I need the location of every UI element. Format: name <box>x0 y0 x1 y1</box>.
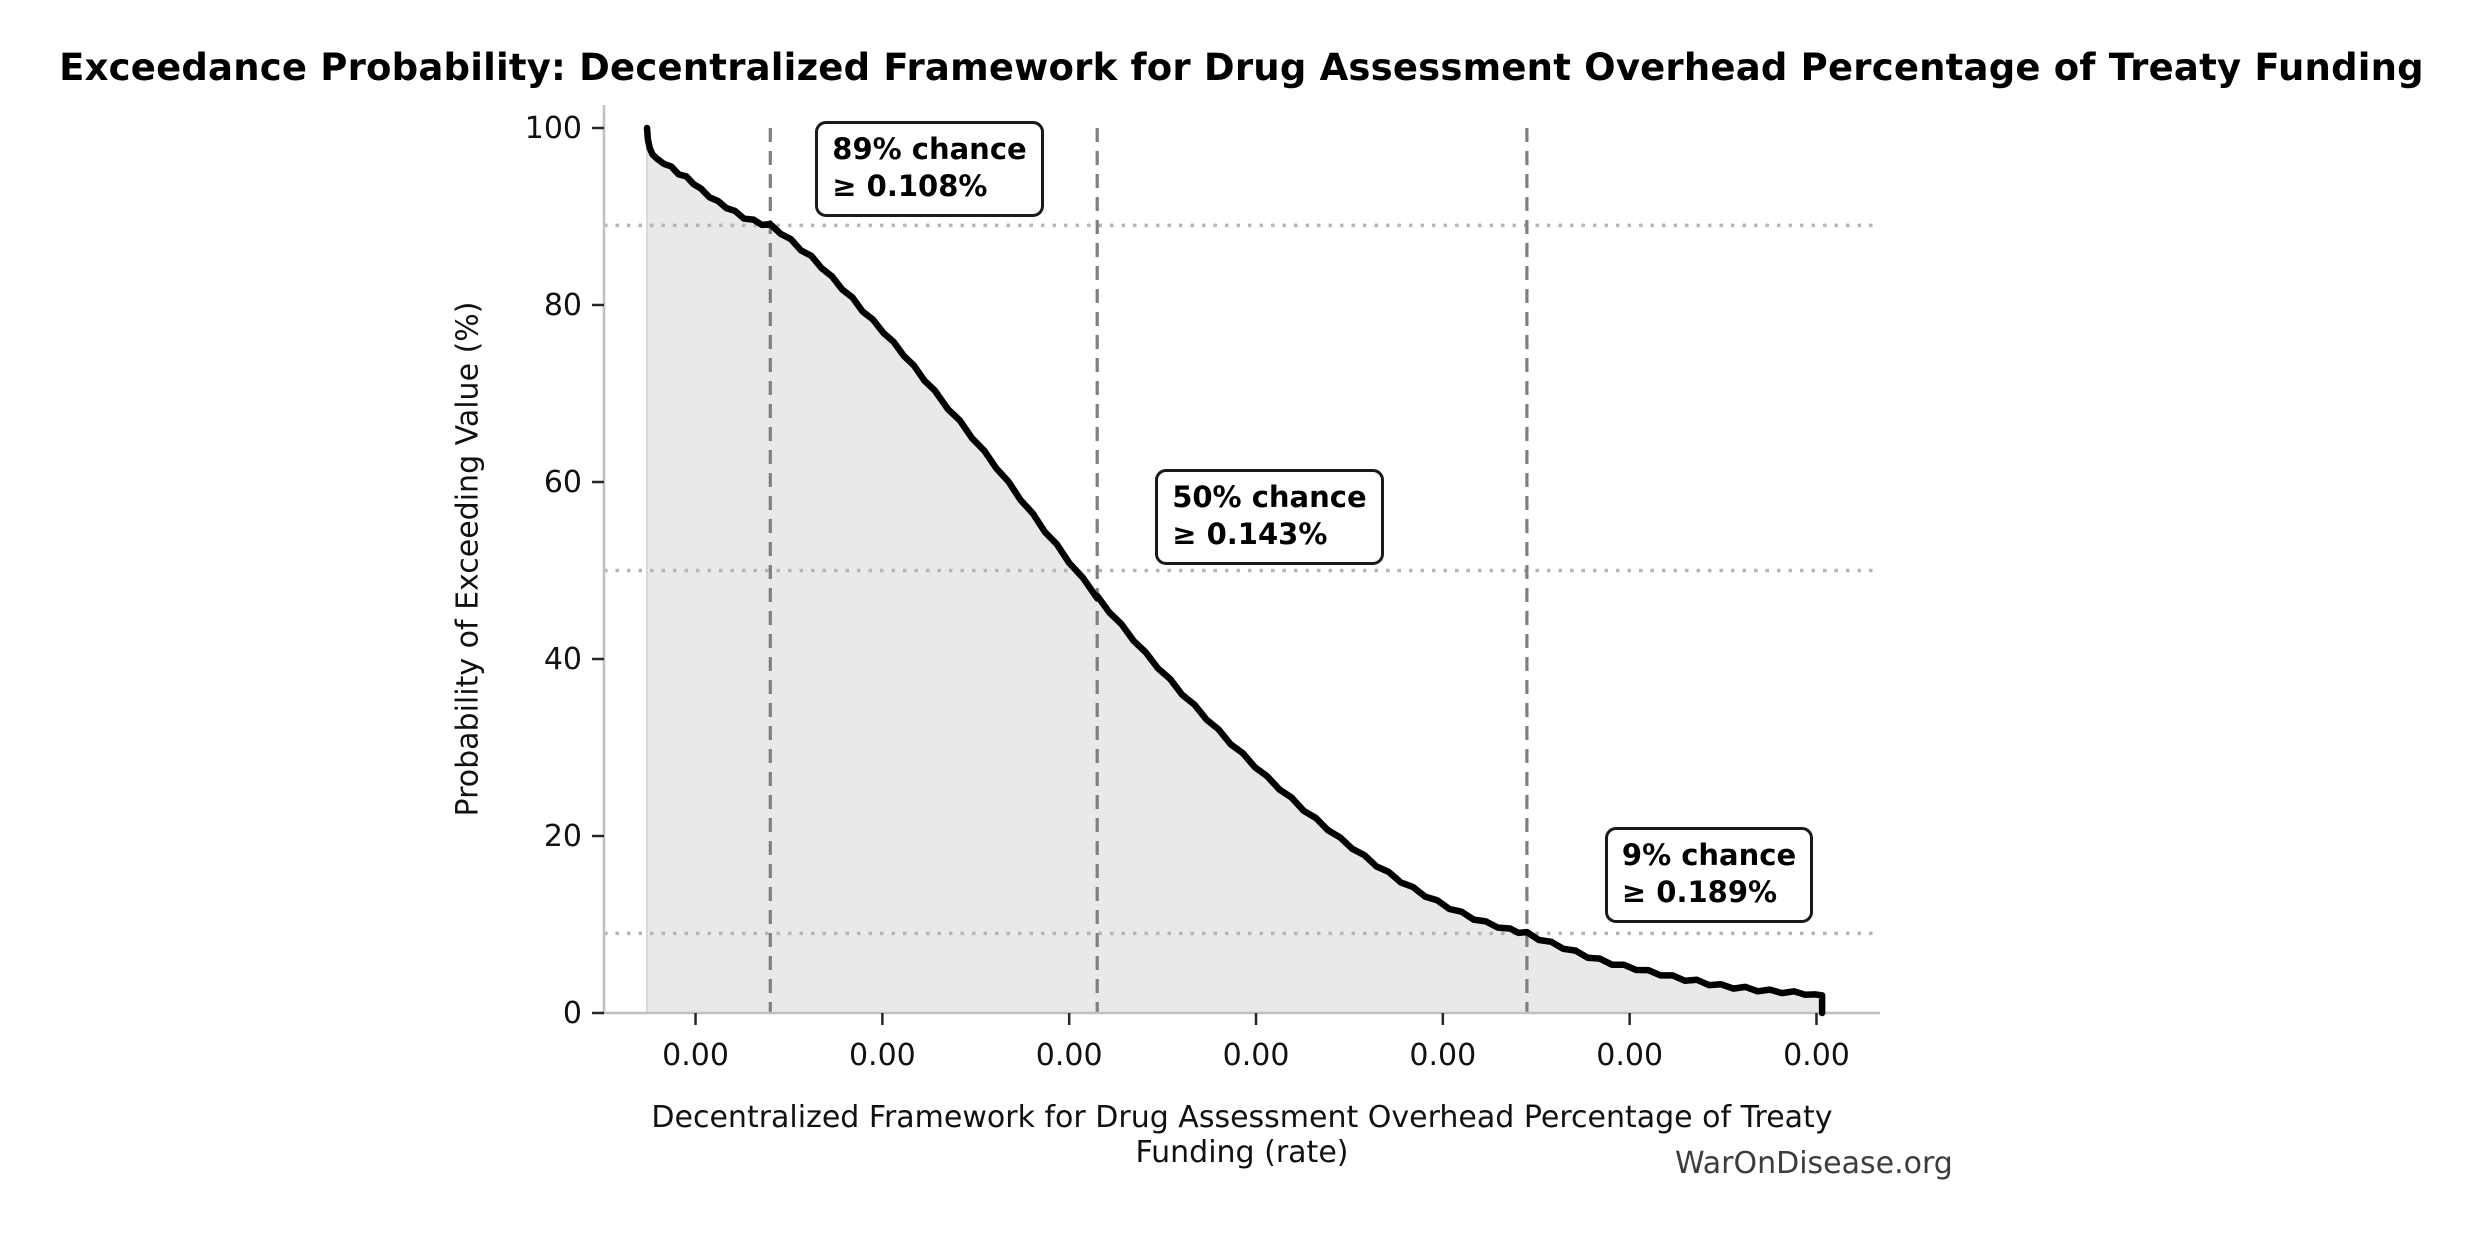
x-tick-label: 0.00 <box>1036 1038 1103 1073</box>
chart-title: Exceedance Probability: Decentralized Fr… <box>59 46 2424 89</box>
annotation-89-percent: 89% chance ≥ 0.108% <box>815 121 1044 218</box>
y-tick-label: 0 <box>563 996 582 1031</box>
x-tick-label: 0.00 <box>662 1038 729 1073</box>
x-tick-label: 0.00 <box>849 1038 916 1073</box>
y-tick-label: 100 <box>525 111 582 146</box>
x-axis-label: Decentralized Framework for Drug Assessm… <box>651 1100 1833 1170</box>
x-tick-label: 0.00 <box>1409 1038 1476 1073</box>
annotation-50-percent: 50% chance ≥ 0.143% <box>1155 468 1384 565</box>
x-tick-label: 0.00 <box>1596 1038 1663 1073</box>
annotation-threshold-text: ≥ 0.189% <box>1621 875 1778 910</box>
y-axis-label: Probability of Exceeding Value (%) <box>450 301 486 817</box>
y-tick-label: 60 <box>544 465 582 500</box>
x-tick-label: 0.00 <box>1223 1038 1290 1073</box>
watermark: WarOnDisease.org <box>1675 1146 1953 1181</box>
annotation-threshold-text: ≥ 0.143% <box>1172 516 1328 551</box>
annotation-threshold-text: ≥ 0.108% <box>832 169 988 204</box>
annotation-9-percent: 9% chance ≥ 0.189% <box>1604 827 1814 924</box>
annotation-chance-text: 9% chance <box>1621 838 1797 873</box>
x-tick-label: 0.00 <box>1783 1038 1850 1073</box>
y-tick-label: 80 <box>544 288 582 323</box>
exceedance-curve <box>643 124 1826 1017</box>
y-tick-label: 40 <box>544 642 582 677</box>
y-tick-label: 20 <box>544 819 582 854</box>
annotation-chance-text: 50% chance <box>1172 479 1367 514</box>
annotation-chance-text: 89% chance <box>832 132 1027 167</box>
